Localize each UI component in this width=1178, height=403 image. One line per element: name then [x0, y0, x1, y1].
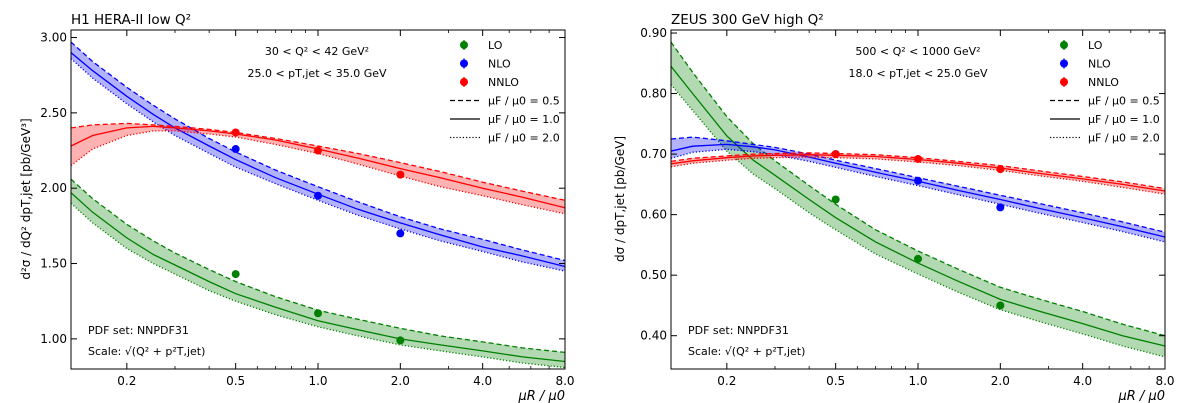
- annotation-pt-range: 25.0 < pT,jet < 35.0 GeV: [247, 67, 387, 80]
- legend-label: μF / μ0 = 1.0: [488, 113, 560, 126]
- point-nnlo: [831, 150, 840, 159]
- point-nnlo: [996, 165, 1005, 174]
- x-tick-label: 1.0: [308, 374, 327, 388]
- chart-panel-h1: H1 HERA-II low Q² 0.2 0.5 1.0 2.0 4.0 8.0 1.00…: [19, 12, 575, 403]
- line-nnlo-muf-1-0: [71, 125, 565, 209]
- band-nlo: [671, 137, 1165, 242]
- line-nnlo-muf-2-0: [71, 130, 565, 215]
- y-tick-label: 3.00: [40, 31, 67, 45]
- line-lo-muf-1-0: [671, 65, 1165, 347]
- point-lo: [996, 301, 1005, 310]
- plot-area: [671, 41, 1165, 358]
- y-tick-label: 2.00: [40, 181, 67, 195]
- y-tick-label: 0.90: [640, 26, 667, 40]
- scale-note: Scale: √(Q² + p²T,jet): [88, 345, 205, 358]
- x-tick-label: 8.0: [1155, 374, 1174, 388]
- legend-label: NLO: [1088, 58, 1111, 71]
- y-tick-label: 0.70: [640, 147, 667, 161]
- legend-label: μF / μ0 = 0.5: [1088, 95, 1160, 108]
- legend-label: μF / μ0 = 2.0: [1088, 132, 1160, 145]
- point-lo: [396, 336, 405, 345]
- annotation-pt-range: 18.0 < pT,jet < 25.0 GeV: [848, 67, 988, 80]
- annotation-q2-range: 500 < Q² < 1000 GeV²: [855, 45, 980, 58]
- line-nlo-muf-2-0: [71, 58, 565, 272]
- point-nnlo: [914, 154, 922, 163]
- point-nlo: [914, 176, 922, 185]
- line-nnlo-muf-0-5: [671, 152, 1165, 190]
- line-nnlo-muf-2-0: [671, 156, 1165, 195]
- point-nlo: [314, 191, 322, 200]
- chart-title: ZEUS 300 GeV high Q²: [671, 12, 824, 28]
- line-nlo-muf-1-0: [671, 143, 1165, 238]
- point-nlo: [396, 229, 405, 238]
- scale-note: Scale: √(Q² + p²T,jet): [688, 345, 805, 358]
- y-axis-label: dσ / dpT,jet [pb/GeV]: [613, 136, 627, 262]
- x-tick-label: 4.0: [473, 374, 492, 388]
- x-tick-label: 1.0: [908, 374, 927, 388]
- x-axis-label: μR / μ0: [518, 389, 566, 403]
- chart-panel-zeus: ZEUS 300 GeV high Q² 0.2 0.5 1.0 2.0 4.0 8.00…: [613, 12, 1175, 403]
- y-tick-label: 2.50: [40, 106, 67, 120]
- line-nlo-muf-0-5: [71, 41, 565, 262]
- legend-label: NLO: [488, 58, 511, 71]
- annotation-q2-range: 30 < Q² < 42 GeV²: [265, 45, 369, 58]
- y-tick-label: 1.50: [40, 257, 67, 271]
- pdf-set-note: PDF set: NNPDF31: [88, 324, 189, 337]
- band-nlo: [71, 42, 565, 272]
- point-nlo: [231, 145, 240, 154]
- band-nnlo: [71, 123, 565, 214]
- pdf-set-note: PDF set: NNPDF31: [688, 324, 789, 337]
- line-lo-muf-0-5: [71, 178, 565, 354]
- chart-title: H1 HERA-II low Q²: [71, 12, 191, 28]
- legend: LO NLO NNLO μF / μ0 = 0.5 μF / μ0 = 1.0 μF / …: [450, 39, 560, 145]
- legend-label: μF / μ0 = 0.5: [488, 95, 560, 108]
- x-axis-label: μR / μ0: [1118, 389, 1166, 403]
- line-nlo-muf-2-0: [671, 148, 1165, 243]
- point-nnlo: [314, 146, 322, 155]
- x-tick-label: 2.0: [391, 374, 410, 388]
- plot-area: [71, 41, 565, 369]
- legend: LO NLO NNLO μF / μ0 = 0.5 μF / μ0 = 1.0 μF / …: [1050, 39, 1160, 145]
- point-lo: [831, 195, 840, 204]
- legend-label: μF / μ0 = 2.0: [488, 132, 560, 145]
- legend-label: NNLO: [1088, 76, 1119, 89]
- y-tick-label: 0.80: [640, 87, 667, 101]
- point-lo: [914, 254, 922, 263]
- legend-label: NNLO: [488, 76, 519, 89]
- axes: 0.2 0.5 1.0 2.0 4.0 8.0 1.00 1.50 2.00 2.50 3.00: [40, 30, 575, 388]
- y-tick-label: 0.40: [640, 329, 667, 343]
- legend-label: LO: [488, 39, 503, 52]
- line-lo-muf-0-5: [671, 41, 1165, 337]
- legend-label: LO: [1088, 39, 1103, 52]
- point-nnlo: [231, 128, 240, 137]
- point-nnlo: [396, 170, 405, 179]
- line-nlo-muf-1-0: [71, 52, 565, 268]
- y-axis-label: d²σ / dQ² dpT,jet [pb/GeV³]: [19, 118, 33, 279]
- x-tick-label: 0.2: [717, 374, 736, 388]
- line-lo-muf-1-0: [71, 192, 565, 363]
- band-lo: [71, 179, 565, 368]
- line-nnlo-muf-0-5: [71, 122, 565, 201]
- legend-label: μF / μ0 = 1.0: [1088, 113, 1160, 126]
- x-tick-label: 0.5: [826, 374, 845, 388]
- x-tick-label: 2.0: [991, 374, 1010, 388]
- band-lo: [671, 42, 1165, 357]
- line-nlo-muf-0-5: [671, 136, 1165, 233]
- axes: 0.2 0.5 1.0 2.0 4.0 8.0 0.40 0.50 0.60 0.70 0.80 0.…: [640, 26, 1174, 388]
- point-nlo: [996, 203, 1005, 212]
- y-tick-label: 1.00: [40, 332, 67, 346]
- x-tick-label: 4.0: [1073, 374, 1092, 388]
- line-nnlo-muf-1-0: [671, 154, 1165, 192]
- y-tick-label: 0.60: [640, 208, 667, 222]
- point-lo: [314, 309, 322, 318]
- point-lo: [231, 270, 240, 279]
- x-tick-label: 0.5: [226, 374, 245, 388]
- line-lo-muf-2-0: [71, 202, 565, 369]
- x-tick-label: 8.0: [555, 374, 574, 388]
- y-tick-label: 0.50: [640, 268, 667, 282]
- x-tick-label: 0.2: [117, 374, 136, 388]
